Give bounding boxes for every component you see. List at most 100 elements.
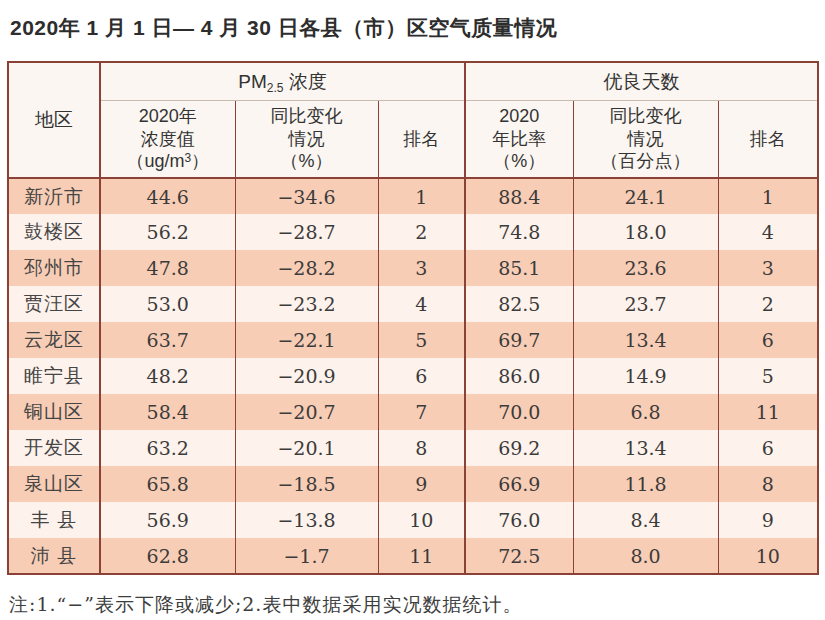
header-concentration-line1: 2020年 [139,106,197,126]
header-yoy-change-points-line2: 情况 [628,129,664,149]
rank-pm-cell: 6 [378,358,465,394]
region-cell: 邳州市 [8,250,100,286]
ratio-cell: 69.2 [465,430,573,466]
concentration-cell: 56.2 [100,214,235,250]
header-yoy-change-points-line3: （百分点） [601,151,691,171]
table-row: 睢宁县48.2−20.9686.014.95 [8,358,818,394]
rank-good-days-cell: 1 [718,178,818,214]
ratio-cell: 70.0 [465,394,573,430]
rank-pm-cell: 2 [378,214,465,250]
concentration-cell: 53.0 [100,286,235,322]
concentration-cell: 58.4 [100,394,235,430]
rank-pm-cell: 5 [378,322,465,358]
region-cell: 云龙区 [8,322,100,358]
yoy-change-cell: −28.2 [235,250,378,286]
rank-pm-cell: 1 [378,178,465,214]
yoy-change-points-cell: 13.4 [573,322,718,358]
yoy-change-points-cell: 23.6 [573,250,718,286]
concentration-cell: 63.7 [100,322,235,358]
header-yoy-change-line2: 情况 [289,129,325,149]
rank-good-days-cell: 2 [718,286,818,322]
yoy-change-points-cell: 11.8 [573,466,718,502]
rank-pm-cell: 4 [378,286,465,322]
header-ratio-line2: 年比率 [492,129,546,149]
rank-pm-cell: 11 [378,538,465,574]
ratio-cell: 76.0 [465,502,573,538]
rank-pm-cell: 7 [378,394,465,430]
rank-pm-cell: 8 [378,430,465,466]
yoy-change-cell: −28.7 [235,214,378,250]
header-concentration-line2: 浓度值 [141,129,195,149]
header-yoy-change-line1: 同比变化 [271,106,343,126]
yoy-change-points-cell: 18.0 [573,214,718,250]
ratio-cell: 69.7 [465,322,573,358]
yoy-change-points-cell: 6.8 [573,394,718,430]
yoy-change-cell: −1.7 [235,538,378,574]
region-cell: 贾汪区 [8,286,100,322]
header-yoy-change-points-line1: 同比变化 [610,106,682,126]
header-group-row: 地区 PM2.5 浓度 优良天数 [8,62,818,100]
rank-good-days-cell: 6 [718,430,818,466]
table-header: 地区 PM2.5 浓度 优良天数 2020年 浓度值 （ug/m3） 同比变化 … [8,62,818,178]
region-cell: 丰 县 [8,502,100,538]
footnote: 注:1.“−”表示下降或减少;2.表中数据采用实况数据统计。 [9,592,818,618]
concentration-cell: 47.8 [100,250,235,286]
header-concentration-unit: （ug/m [126,151,184,171]
header-ratio-line3: （%） [493,151,545,171]
region-cell: 新沂市 [8,178,100,214]
table-row: 鼓楼区56.2−28.7274.818.04 [8,214,818,250]
rank-good-days-cell: 11 [718,394,818,430]
header-yoy-change: 同比变化 情况 （%） [235,100,378,178]
table-row: 贾汪区53.0−23.2482.523.72 [8,286,818,322]
concentration-cell: 48.2 [100,358,235,394]
pm25-subscript: 2.5 [267,81,284,95]
yoy-change-points-cell: 23.7 [573,286,718,322]
yoy-change-cell: −20.1 [235,430,378,466]
table-row: 沛 县62.8−1.71172.58.010 [8,538,818,574]
ratio-cell: 74.8 [465,214,573,250]
rank-good-days-cell: 9 [718,502,818,538]
yoy-change-cell: −18.5 [235,466,378,502]
header-pm25-group: PM2.5 浓度 [100,62,465,100]
region-cell: 泉山区 [8,466,100,502]
rank-pm-cell: 10 [378,502,465,538]
ratio-cell: 85.1 [465,250,573,286]
ratio-cell: 66.9 [465,466,573,502]
pm25-label-suffix: 浓度 [283,71,326,92]
concentration-cell: 65.8 [100,466,235,502]
yoy-change-points-cell: 8.4 [573,502,718,538]
header-good-days-group: 优良天数 [465,62,818,100]
header-sub-row: 2020年 浓度值 （ug/m3） 同比变化 情况 （%） 排名 2020 年比… [8,100,818,178]
table-row: 泉山区65.8−18.5966.911.88 [8,466,818,502]
header-yoy-change-points: 同比变化 情况 （百分点） [573,100,718,178]
pm25-label-prefix: PM [238,71,267,92]
ratio-cell: 86.0 [465,358,573,394]
header-rank-pm: 排名 [378,100,465,178]
yoy-change-points-cell: 24.1 [573,178,718,214]
concentration-cell: 62.8 [100,538,235,574]
table-row: 开发区63.2−20.1869.213.46 [8,430,818,466]
header-region: 地区 [8,62,100,178]
concentration-cell: 44.6 [100,178,235,214]
rank-good-days-cell: 10 [718,538,818,574]
yoy-change-points-cell: 8.0 [573,538,718,574]
header-ratio-line1: 2020 [499,106,539,126]
table-row: 铜山区58.4−20.7770.06.811 [8,394,818,430]
yoy-change-points-cell: 14.9 [573,358,718,394]
header-concentration-unit-close: ） [191,151,209,171]
region-cell: 铜山区 [8,394,100,430]
header-rank-good-days: 排名 [718,100,818,178]
rank-pm-cell: 9 [378,466,465,502]
table-row: 新沂市44.6−34.6188.424.11 [8,178,818,214]
ratio-cell: 82.5 [465,286,573,322]
region-cell: 鼓楼区 [8,214,100,250]
ratio-cell: 88.4 [465,178,573,214]
rank-good-days-cell: 5 [718,358,818,394]
table-row: 云龙区63.7−22.1569.713.46 [8,322,818,358]
region-cell: 沛 县 [8,538,100,574]
air-quality-table: 地区 PM2.5 浓度 优良天数 2020年 浓度值 （ug/m3） 同比变化 … [7,61,819,575]
concentration-cell: 63.2 [100,430,235,466]
yoy-change-cell: −20.7 [235,394,378,430]
rank-good-days-cell: 4 [718,214,818,250]
yoy-change-cell: −20.9 [235,358,378,394]
